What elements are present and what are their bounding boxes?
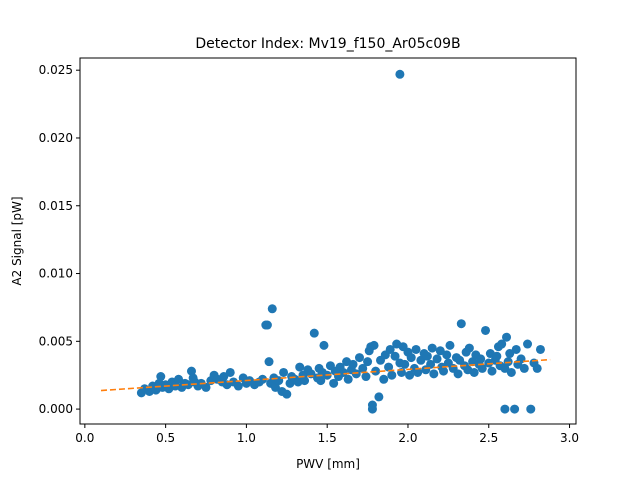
data-point: [390, 351, 400, 361]
data-point: [361, 372, 371, 382]
data-point: [300, 376, 310, 386]
data-point: [374, 392, 384, 402]
data-point: [405, 370, 415, 380]
data-point: [258, 374, 268, 384]
data-point: [502, 332, 512, 342]
fit-line: [100, 358, 551, 392]
y-tick-label: 0.000: [39, 402, 73, 416]
data-point: [369, 340, 379, 350]
data-point: [355, 353, 364, 363]
data-point: [201, 382, 211, 392]
data-point: [343, 374, 353, 384]
data-point: [511, 344, 521, 354]
plot-area: [136, 69, 545, 414]
data-point: [338, 367, 348, 377]
data-point: [526, 404, 536, 414]
data-point: [319, 340, 329, 350]
data-point: [464, 343, 474, 353]
data-point: [186, 366, 196, 376]
data-point: [267, 304, 277, 314]
y-tick-label: 0.010: [39, 267, 73, 281]
data-point: [532, 363, 542, 373]
data-point: [174, 374, 184, 384]
data-point: [453, 369, 463, 379]
y-tick-label: 0.015: [39, 199, 73, 213]
data-point: [156, 372, 166, 382]
data-point: [379, 374, 389, 384]
data-point: [439, 366, 449, 376]
data-point: [426, 359, 436, 369]
data-point: [384, 362, 394, 372]
data-point: [500, 363, 510, 373]
data-point: [316, 376, 326, 386]
data-point: [435, 346, 445, 356]
data-point: [429, 369, 439, 379]
data-point: [505, 349, 515, 359]
data-point: [406, 353, 416, 363]
data-point: [264, 357, 274, 367]
data-point: [351, 369, 361, 379]
data-point: [497, 339, 507, 349]
data-point: [442, 350, 452, 360]
y-tick-label: 0.025: [39, 63, 73, 77]
data-point: [422, 351, 432, 361]
data-point: [481, 325, 491, 335]
chart-title: Detector Index: Mv19_f150_Ar05c09B: [195, 36, 460, 52]
plot-frame: [79, 57, 577, 425]
data-point: [523, 339, 533, 349]
data-point: [329, 378, 339, 388]
data-point: [309, 328, 319, 338]
data-point: [385, 344, 395, 354]
data-point: [262, 320, 272, 330]
data-point: [387, 370, 397, 380]
y-axis-label: A2 Signal [pW]: [10, 196, 24, 285]
data-point: [469, 367, 479, 377]
data-point: [416, 355, 426, 365]
data-point: [432, 354, 442, 364]
y-tick-label: 0.005: [39, 334, 73, 348]
data-point: [400, 359, 410, 369]
data-point: [295, 362, 305, 372]
data-point: [367, 400, 377, 410]
x-tick-label: 1.5: [318, 431, 337, 445]
data-point: [363, 357, 373, 367]
data-point: [500, 404, 510, 414]
data-point: [219, 372, 229, 382]
x-axis: 0.0 0.5 1.0 1.5 2.0 2.5 3.0: [75, 424, 579, 445]
fit-line-layer: [100, 358, 551, 392]
data-point: [282, 389, 292, 399]
x-tick-label: 0.0: [75, 431, 94, 445]
data-point: [427, 343, 437, 353]
data-point: [519, 363, 529, 373]
x-tick-label: 3.0: [560, 431, 579, 445]
data-point: [535, 344, 545, 354]
data-point: [279, 367, 289, 377]
x-tick-label: 0.5: [156, 431, 175, 445]
data-point: [506, 367, 516, 377]
x-tick-label: 1.0: [237, 431, 256, 445]
y-axis: 0.000 0.005 0.010 0.015 0.020 0.025: [39, 63, 80, 416]
data-point: [487, 366, 497, 376]
data-point: [503, 357, 513, 367]
data-point: [395, 69, 405, 79]
data-point: [270, 382, 280, 392]
data-point: [358, 363, 368, 373]
x-axis-label: PWV [mm]: [296, 457, 360, 471]
data-point: [510, 404, 520, 414]
data-point: [348, 359, 358, 369]
data-point: [225, 367, 235, 377]
data-point: [492, 351, 502, 361]
data-point: [233, 381, 243, 391]
x-tick-label: 2.0: [398, 431, 417, 445]
data-point: [413, 367, 423, 377]
y-tick-label: 0.020: [39, 131, 73, 145]
data-point: [477, 363, 487, 373]
x-tick-label: 2.5: [479, 431, 498, 445]
data-point: [445, 340, 455, 350]
data-point: [456, 319, 466, 329]
data-point: [411, 344, 421, 354]
data-point: [476, 354, 486, 364]
